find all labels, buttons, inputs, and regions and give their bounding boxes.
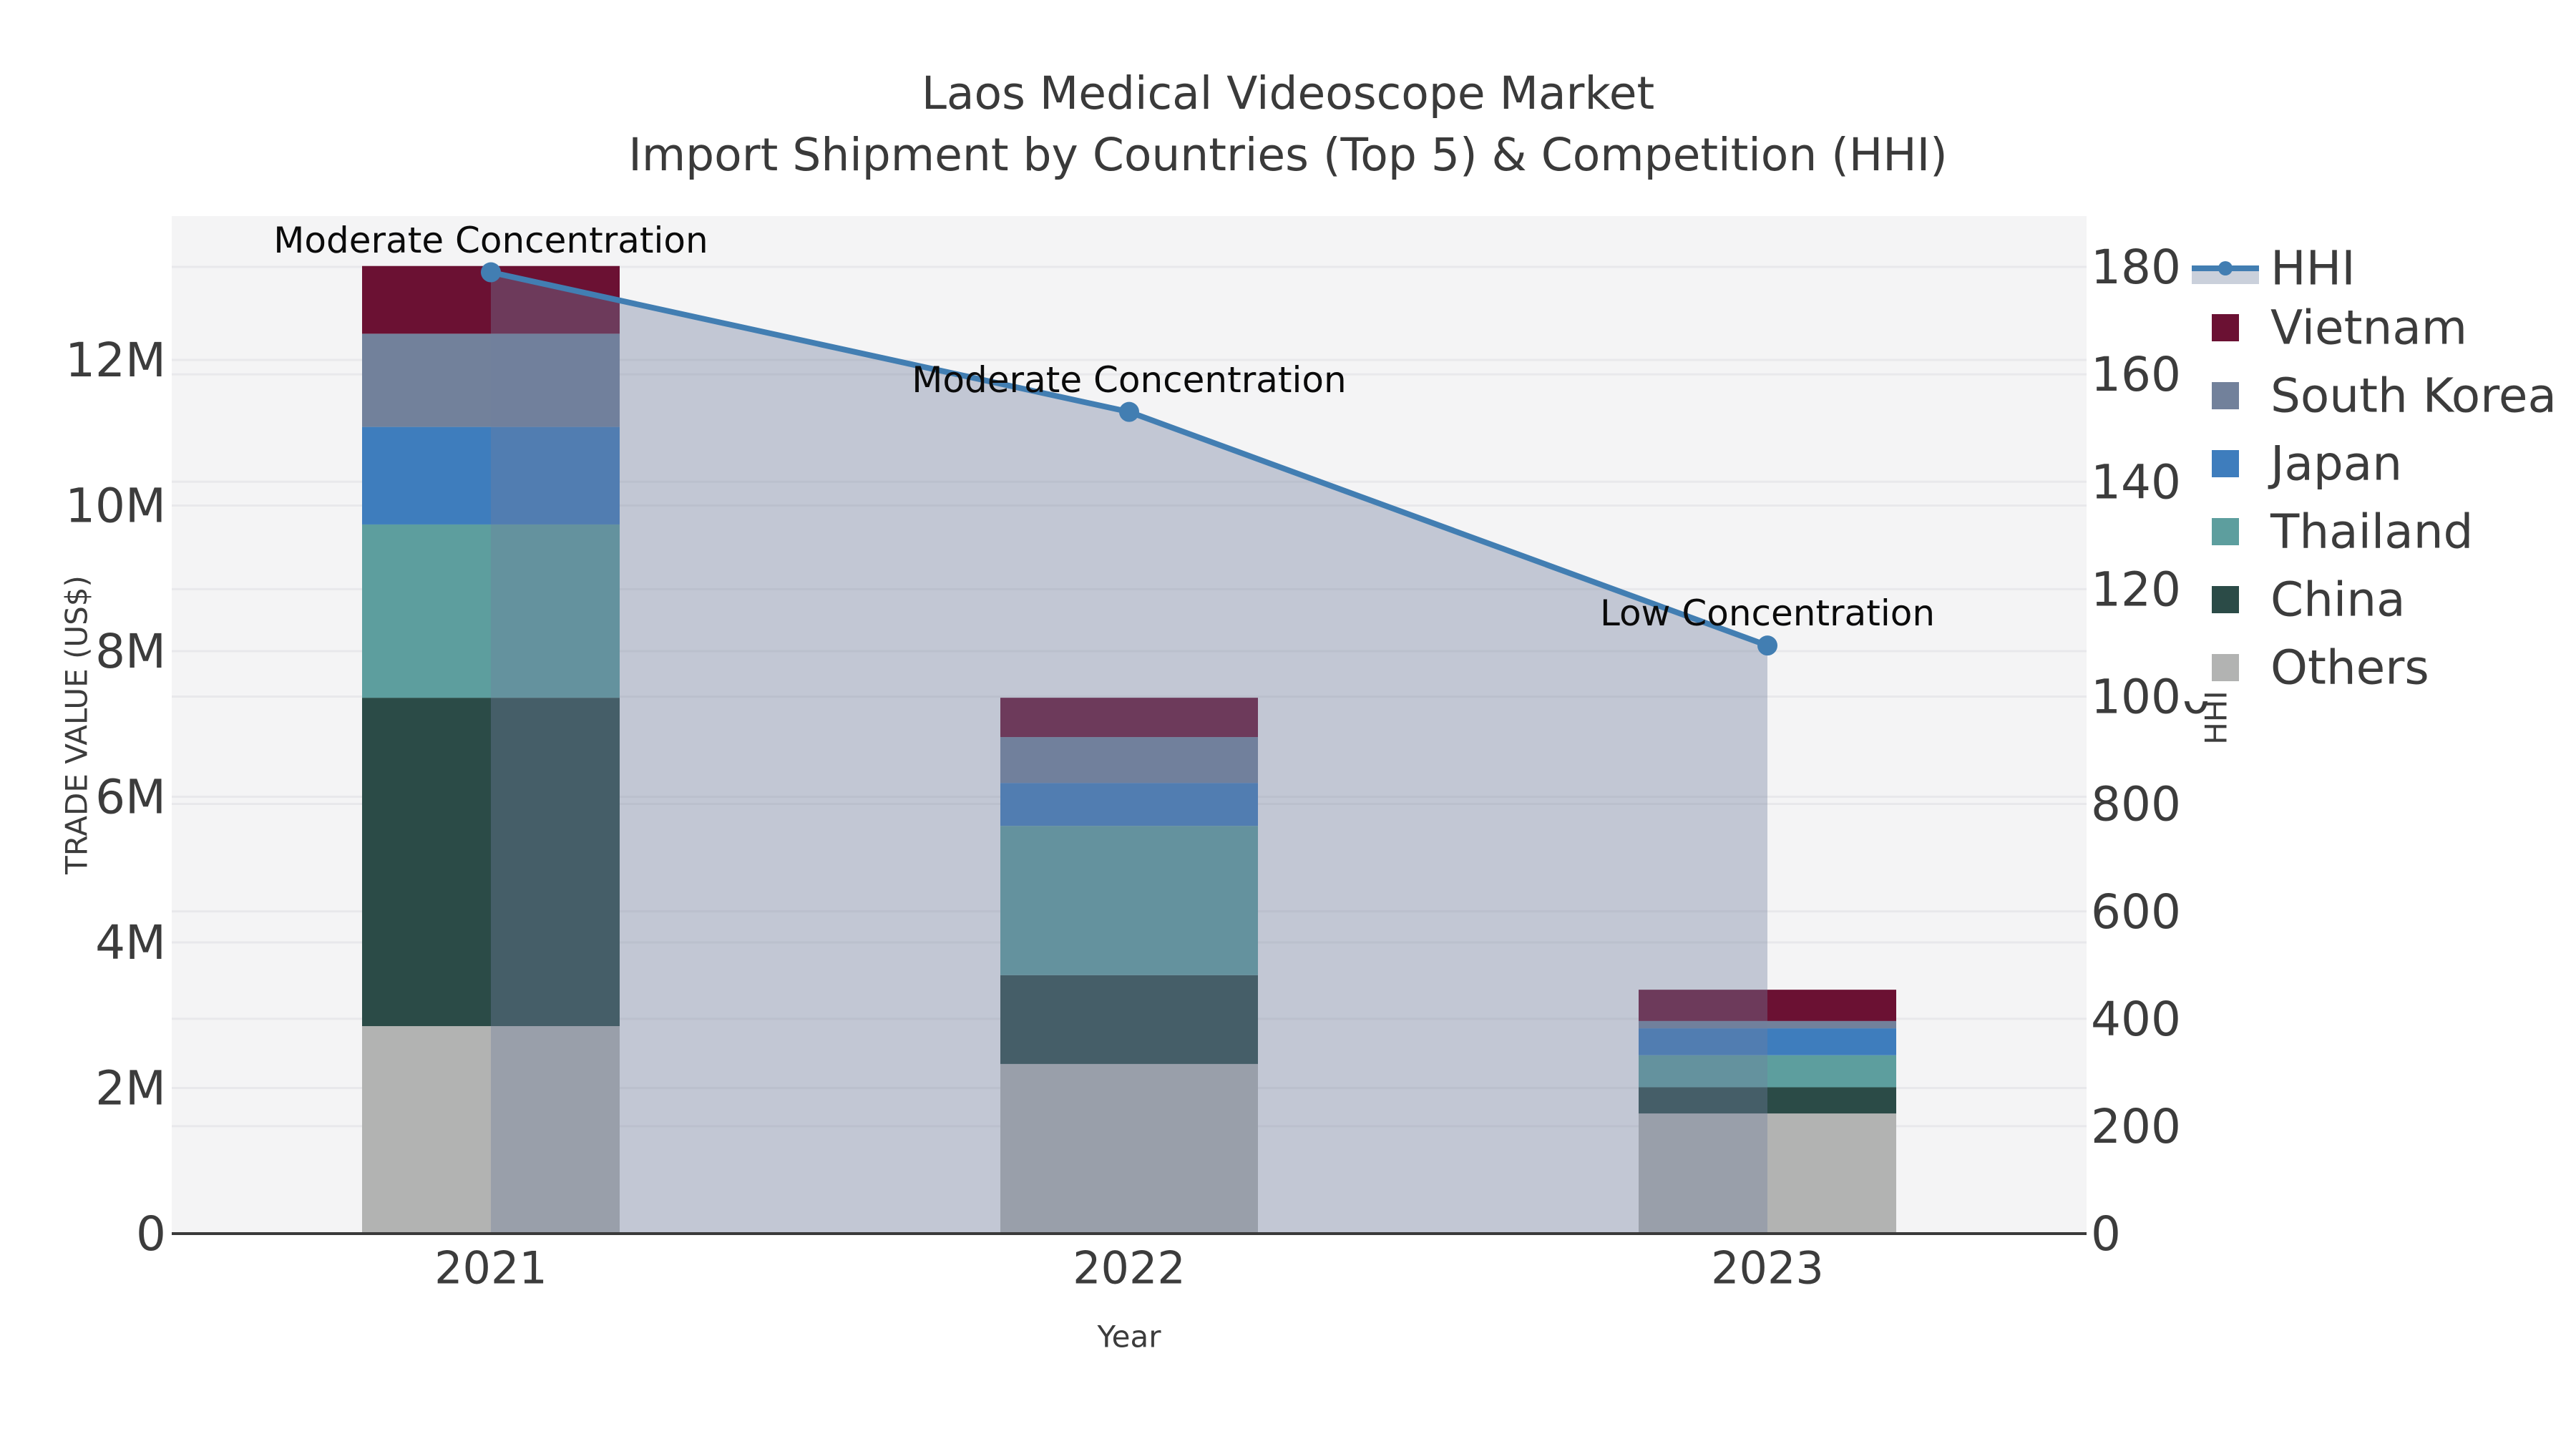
legend-swatch-icon bbox=[2212, 654, 2239, 681]
bar-segment-china-2023 bbox=[1639, 1087, 1896, 1114]
legend-swatch-icon bbox=[2212, 450, 2239, 477]
hhi-line-legend-icon bbox=[2192, 258, 2259, 288]
y-left-tick-label: 2M bbox=[95, 1061, 166, 1116]
legend-swatch-icon bbox=[2212, 382, 2239, 409]
y-left-tick-label: 10M bbox=[65, 479, 166, 534]
legend-label: HHI bbox=[2270, 240, 2356, 296]
x-tick-label: 2022 bbox=[1073, 1242, 1186, 1294]
y-right-tick-label: 800 bbox=[2091, 777, 2181, 832]
annotation-2023: Low Concentration bbox=[1599, 592, 1936, 635]
bar-segment-thailand-2023 bbox=[1639, 1055, 1896, 1088]
bar-segment-others-2023 bbox=[1639, 1113, 1896, 1234]
bar-segment-south-korea-2021 bbox=[362, 333, 620, 427]
y-right-tick-label: 600 bbox=[2091, 884, 2181, 940]
hhi-area-fill bbox=[491, 272, 1767, 1234]
bar-segment-thailand-2021 bbox=[362, 524, 620, 698]
legend-label: China bbox=[2270, 572, 2406, 628]
legend-swatch-icon bbox=[2212, 586, 2239, 613]
hhi-marker-2022 bbox=[1119, 401, 1139, 422]
bar-segment-others-2022 bbox=[1000, 1063, 1258, 1234]
legend-swatch-icon bbox=[2212, 314, 2239, 341]
y-left-tick-label: 4M bbox=[95, 915, 166, 970]
chart-subtitle: Import Shipment by Countries (Top 5) & C… bbox=[628, 129, 1948, 181]
bar-segment-vietnam-2023 bbox=[1639, 990, 1896, 1021]
y-right-tick-label: 200 bbox=[2091, 1099, 2181, 1154]
x-tick-label: 2021 bbox=[434, 1242, 547, 1294]
legend-swatch-icon bbox=[2212, 518, 2239, 545]
annotation-2022: Moderate Concentration bbox=[912, 358, 1347, 401]
bar-segment-others-2021 bbox=[362, 1026, 620, 1234]
bar-segment-south-korea-2022 bbox=[1000, 737, 1258, 784]
legend-label: South Korea bbox=[2270, 368, 2557, 424]
legend-label: Japan bbox=[2270, 436, 2403, 492]
bar-segment-vietnam-2022 bbox=[1000, 698, 1258, 738]
bar-segment-south-korea-2023 bbox=[1639, 1020, 1896, 1029]
y-axis-right-title: HHI bbox=[2198, 691, 2234, 745]
bar-segment-thailand-2022 bbox=[1000, 826, 1258, 975]
legend-label: Thailand bbox=[2270, 504, 2474, 560]
y-left-tick-label: 6M bbox=[95, 770, 166, 825]
x-axis-title: Year bbox=[1097, 1319, 1161, 1355]
bar-segment-japan-2022 bbox=[1000, 783, 1258, 826]
bar-segment-china-2022 bbox=[1000, 975, 1258, 1064]
y-left-tick-label: 12M bbox=[65, 333, 166, 388]
x-tick-label: 2023 bbox=[1711, 1242, 1824, 1294]
hhi-marker-2021 bbox=[481, 262, 501, 283]
legend: HHI Vietnam South Korea Japan Thailand China O… bbox=[2182, 240, 2576, 701]
legend-label: Vietnam bbox=[2270, 300, 2468, 356]
annotation-2021: Moderate Concentration bbox=[273, 219, 708, 261]
bar-segment-china-2021 bbox=[362, 698, 620, 1027]
bar-segment-japan-2023 bbox=[1639, 1028, 1896, 1055]
y-right-tick-label: 400 bbox=[2091, 992, 2181, 1047]
y-left-tick-label: 0 bbox=[136, 1206, 166, 1262]
chart-title-block: Laos Medical Videoscope Market Import Sh… bbox=[0, 63, 2576, 186]
legend-label: Others bbox=[2270, 640, 2429, 696]
hhi-marker-2023 bbox=[1757, 635, 1777, 656]
y-axis-left-title: TRADE VALUE (US$) bbox=[59, 575, 94, 874]
y-right-tick-label: 0 bbox=[2091, 1206, 2121, 1262]
y-left-tick-label: 8M bbox=[95, 624, 166, 679]
bar-segment-japan-2021 bbox=[362, 426, 620, 525]
chart-title: Laos Medical Videoscope Market bbox=[921, 67, 1655, 119]
